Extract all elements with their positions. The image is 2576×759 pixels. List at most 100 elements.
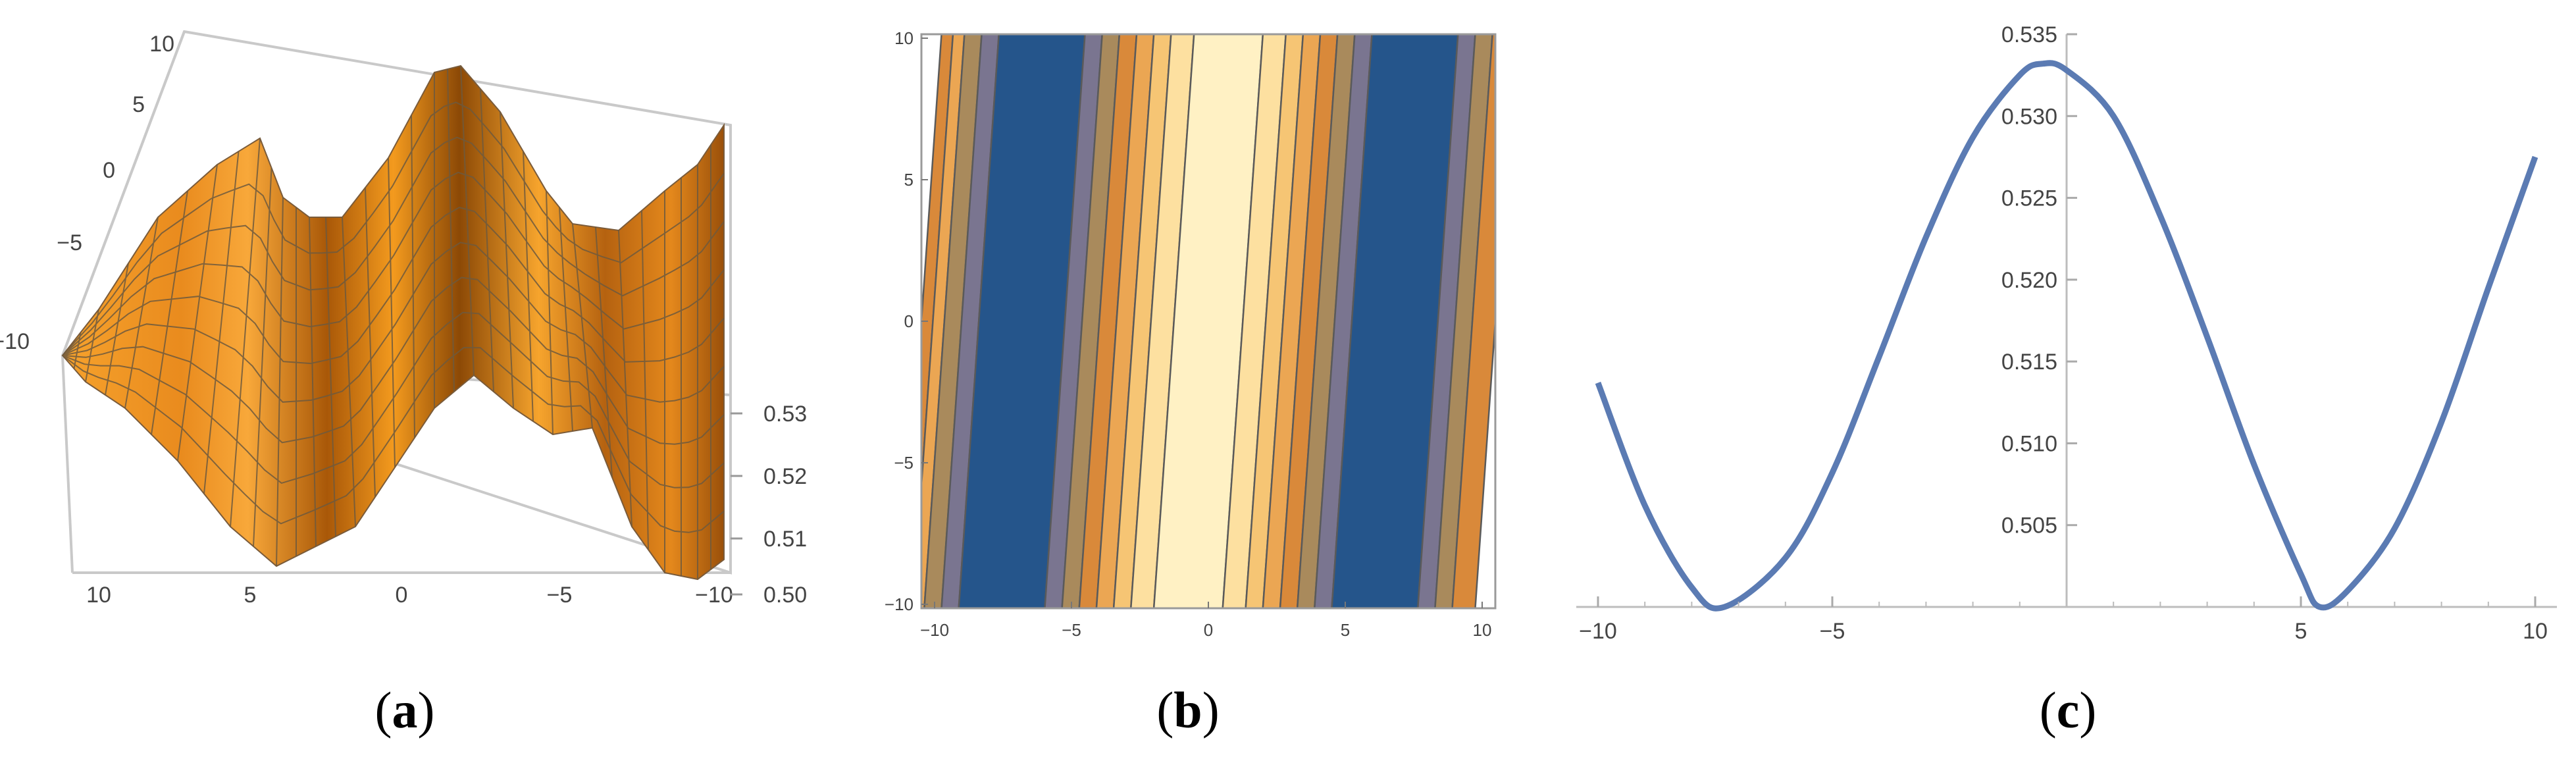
mesh-line [447,68,455,392]
surface [61,65,725,581]
contour-band [1314,34,1373,608]
mesh-line [62,276,725,445]
contour-band [1279,34,1339,608]
contour-ticks: −10 −5 0 5 10 10 5 0 −5 −10 [885,28,1492,640]
panel-label-c: (c) [2040,681,2097,739]
contour-band [1130,34,1195,608]
tick-label: 0 [1204,620,1213,640]
tick-label: 10 [894,28,914,48]
contour-band [1222,34,1287,608]
tick-label: 0.525 [2001,186,2057,211]
tick-label: 10 [149,32,174,57]
mesh-line [177,164,218,461]
tick-label: −10 [885,594,914,614]
contour-band [958,34,1086,608]
contour-band [1451,34,1495,608]
tick-label: 0 [904,311,914,331]
tick-label: 0 [103,158,115,183]
mesh-line [73,332,82,369]
mesh-line [460,65,475,376]
tick-label: −5 [1062,620,1081,640]
mesh-line [546,190,554,435]
tick-label: 0 [396,583,408,608]
contour-plot: −10 −5 0 5 10 10 5 0 −5 −10 [885,28,1497,640]
tick-label: 0.515 [2001,350,2057,375]
series-line [1595,60,2538,612]
mesh-line [203,151,240,494]
tick-label: 5 [904,170,914,190]
contour-band [1417,34,1476,608]
surface-ticks: 10 5 0 −5 −10 10 5 0 −5 −10 0.53 0.52 0.51 0.50 [0,32,807,608]
contour-band [1262,34,1322,608]
tick-label: 0.530 [2001,104,2057,129]
tick-label: 0.50 [763,583,807,608]
mesh-line [151,190,188,435]
tick-label: 5 [244,583,257,608]
tick-label: 0.53 [763,402,807,427]
mesh-line [411,115,415,438]
mesh-line [62,171,725,356]
line-plot: −10 −5 5 10 0.505 0.510 0.515 0.520 0.525 0.530 0.… [1576,22,2557,644]
mesh-line [480,88,494,392]
mesh-line [325,217,336,537]
tick-label: −10 [0,329,30,354]
mesh-line [595,226,613,478]
mesh-line [62,136,725,356]
tick-label: 0.535 [2001,22,2057,47]
mesh-line [388,157,396,468]
contour-band [923,34,983,608]
contour-bands [921,34,1495,608]
contour-band [1245,34,1304,608]
tick-label: −5 [57,230,82,255]
tick-label: −5 [894,453,914,473]
tick-label: −5 [547,583,573,608]
mesh-line [62,242,725,403]
tick-label: 10 [2523,619,2548,644]
tick-label: 0.52 [763,464,807,489]
mesh-line [85,309,99,382]
tick-label: 10 [1473,620,1492,640]
mesh-line [62,346,725,533]
mesh-line [230,138,261,527]
mesh-line [276,197,284,567]
contour-band [1095,34,1155,608]
mesh-line [500,111,514,409]
tick-label: 5 [1341,620,1350,640]
contour-band [1044,34,1103,608]
tick-label: 0.520 [2001,268,2057,293]
mesh-line [124,217,159,409]
mesh-line [559,207,573,432]
tick-label: −5 [1820,619,1845,644]
surface-patch [61,65,725,581]
tick-label: 0.51 [763,527,807,552]
mesh-line [618,230,632,527]
panel-label-a: (a) [375,681,435,739]
contour-band [940,34,1000,608]
tick-label: 5 [132,92,145,117]
contour-band [1296,34,1356,608]
mesh-line [523,151,534,422]
mesh-line [365,187,376,498]
tick-label: 10 [86,583,111,608]
contour-band [1434,34,1493,608]
contour-band [1112,34,1172,608]
mesh-line [62,207,725,365]
mesh-line [641,210,649,550]
mesh-line [309,217,317,547]
mesh-line [253,167,272,547]
line-ticks: −10 −5 5 10 0.505 0.510 0.515 0.520 0.525 0.530 0.… [1579,22,2548,644]
surface-plot: 10 5 0 −5 −10 10 5 0 −5 −10 0.53 0.52 0.51 0.50 [0,30,807,608]
surface-mesh [62,65,725,579]
mesh-line [62,101,725,356]
mesh-line [105,263,129,396]
tick-label: 5 [2295,619,2307,644]
mesh-line [342,217,356,527]
tick-label: −10 [920,620,949,640]
tick-label: 0.510 [2001,431,2057,456]
contour-band [1331,34,1459,608]
tick-label: −10 [1579,619,1617,644]
mesh-line [572,223,593,429]
contour-band [1078,34,1138,608]
contour-band [1061,34,1121,608]
